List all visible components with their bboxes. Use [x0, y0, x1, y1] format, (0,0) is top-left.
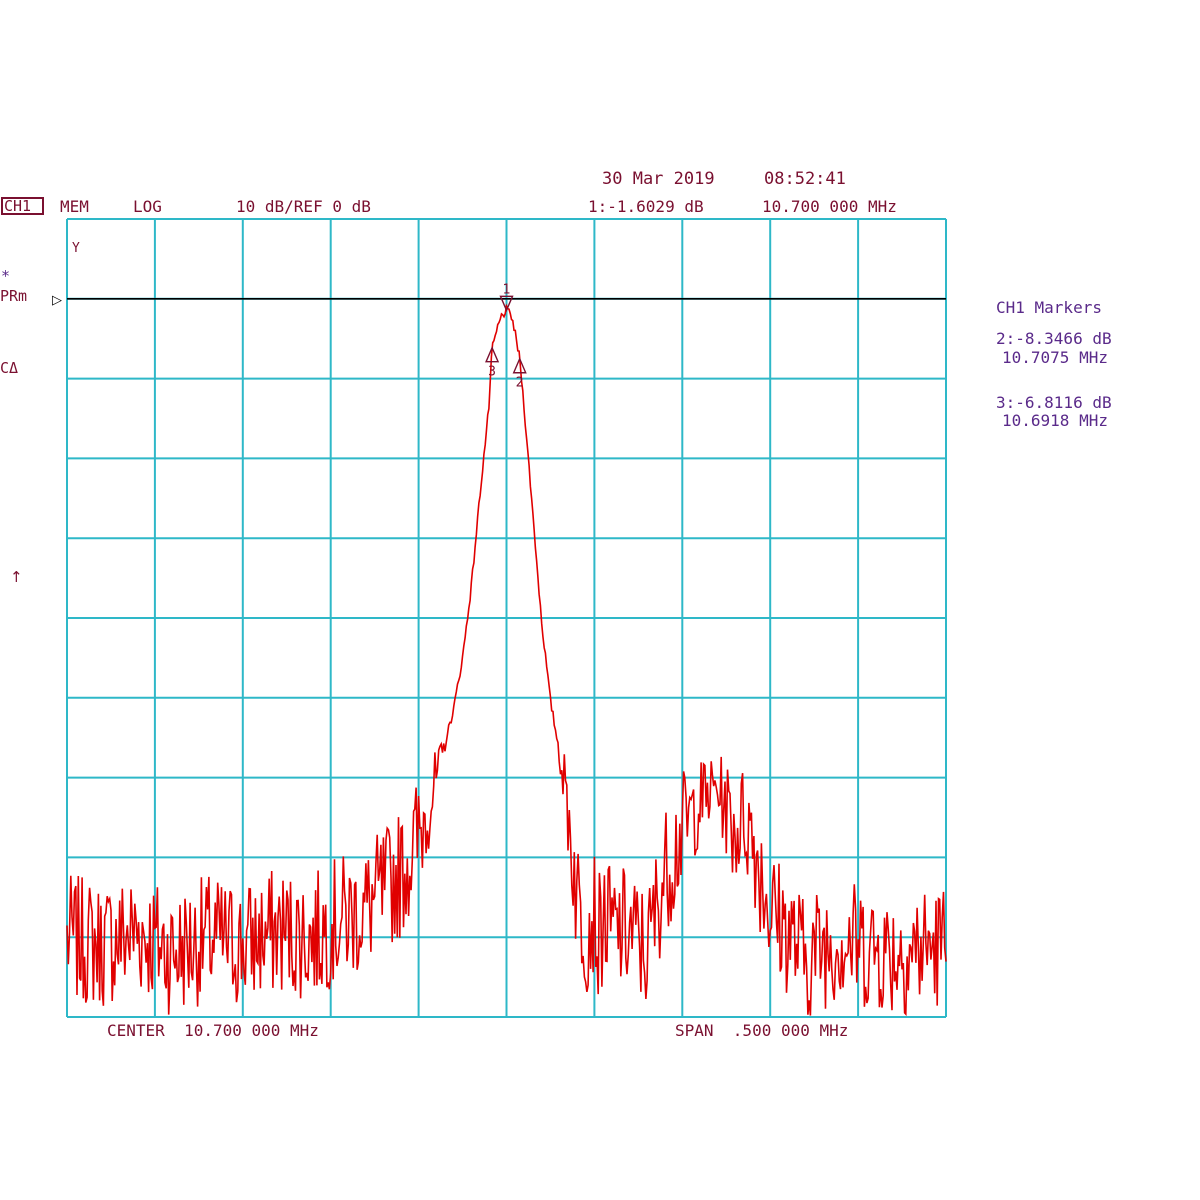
- markers-panel-title: CH1 Markers: [996, 298, 1102, 317]
- marker-2-icon: [512, 356, 527, 374]
- star-indicator: *: [1, 267, 10, 285]
- marker2-value: 2:-8.3466 dB: [996, 329, 1112, 348]
- marker-3-label: 3: [488, 365, 496, 380]
- scale-ref-label: 10 dB/REF 0 dB: [236, 197, 371, 216]
- marker1-frequency: 10.700 000 MHz: [762, 197, 897, 216]
- prm-label: PRm: [0, 287, 27, 305]
- center-frequency-label: CENTER 10.700 000 MHz: [107, 1021, 319, 1040]
- spectrum-trace: [66, 303, 947, 1017]
- marker-layer: 1 2 3: [485, 282, 527, 391]
- channel-badge[interactable]: CH1: [1, 197, 44, 215]
- up-arrow-icon: ↑: [10, 568, 23, 586]
- mem-label: MEM: [60, 197, 89, 216]
- reference-arrow-icon: ▷: [52, 293, 62, 308]
- marker-1-icon: [499, 295, 514, 313]
- span-label: SPAN .500 000 MHz: [675, 1021, 848, 1040]
- channel-badge-label: CH1: [4, 197, 31, 215]
- time-text: 08:52:41: [764, 169, 846, 189]
- plot-grid: [66, 218, 947, 1018]
- date-text: 30 Mar 2019: [602, 169, 715, 189]
- log-label: LOG: [133, 197, 162, 216]
- y-axis-label: Y: [72, 241, 80, 256]
- marker1-readout: 1:-1.6029 dB: [588, 197, 704, 216]
- c-delta-label: CΔ: [0, 359, 18, 377]
- marker-2-label: 2: [516, 376, 524, 391]
- marker2-frequency: 10.7075 MHz: [1002, 348, 1108, 367]
- marker3-value: 3:-6.8116 dB: [996, 393, 1112, 412]
- marker-3-icon: [485, 345, 500, 363]
- spectrum-plot: 1 2 3: [66, 218, 947, 1018]
- marker3-frequency: 10.6918 MHz: [1002, 411, 1108, 430]
- marker-1-label: 1: [503, 282, 511, 297]
